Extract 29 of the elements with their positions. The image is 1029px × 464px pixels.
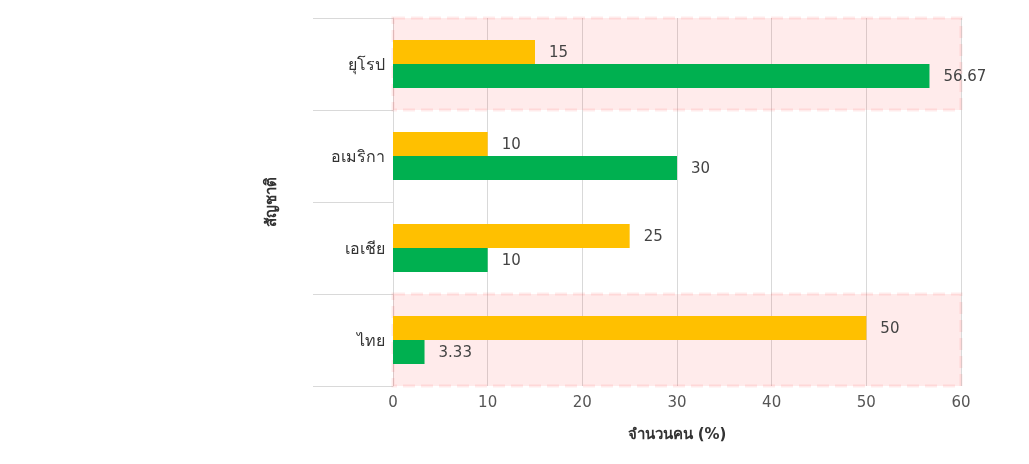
x-tick-label: 10 [478,392,498,411]
bar [393,248,488,272]
x-tick-label: 30 [667,392,687,411]
x-tick-label: 0 [388,392,398,411]
y-tick-label: ไทย [355,330,385,350]
data-label: 25 [643,227,663,245]
data-label: 30 [691,159,711,177]
data-label: 50 [880,319,900,337]
bar [393,340,425,364]
data-label: 15 [549,43,569,61]
x-tick-label: 60 [951,392,971,411]
data-label: 10 [501,251,521,269]
y-tick-label: ยุโรป [348,54,385,75]
bar [393,64,930,88]
bar [393,40,535,64]
data-label: 10 [501,135,521,153]
y-tick-label: อเมริกา [331,146,385,166]
x-tick-label: 20 [572,392,592,411]
bar [393,224,630,248]
data-label: 56.67 [943,67,987,85]
bar [393,316,867,340]
bar [393,156,677,180]
bar [393,132,488,156]
y-tick-label: เอเชีย [345,238,385,258]
x-axis-title: จำนวนคน (%) [627,424,727,443]
x-tick-label: 40 [762,392,782,411]
y-axis-title: สัญชาติ [261,177,280,227]
data-label: 3.33 [438,343,472,361]
x-tick-label: 50 [856,392,876,411]
